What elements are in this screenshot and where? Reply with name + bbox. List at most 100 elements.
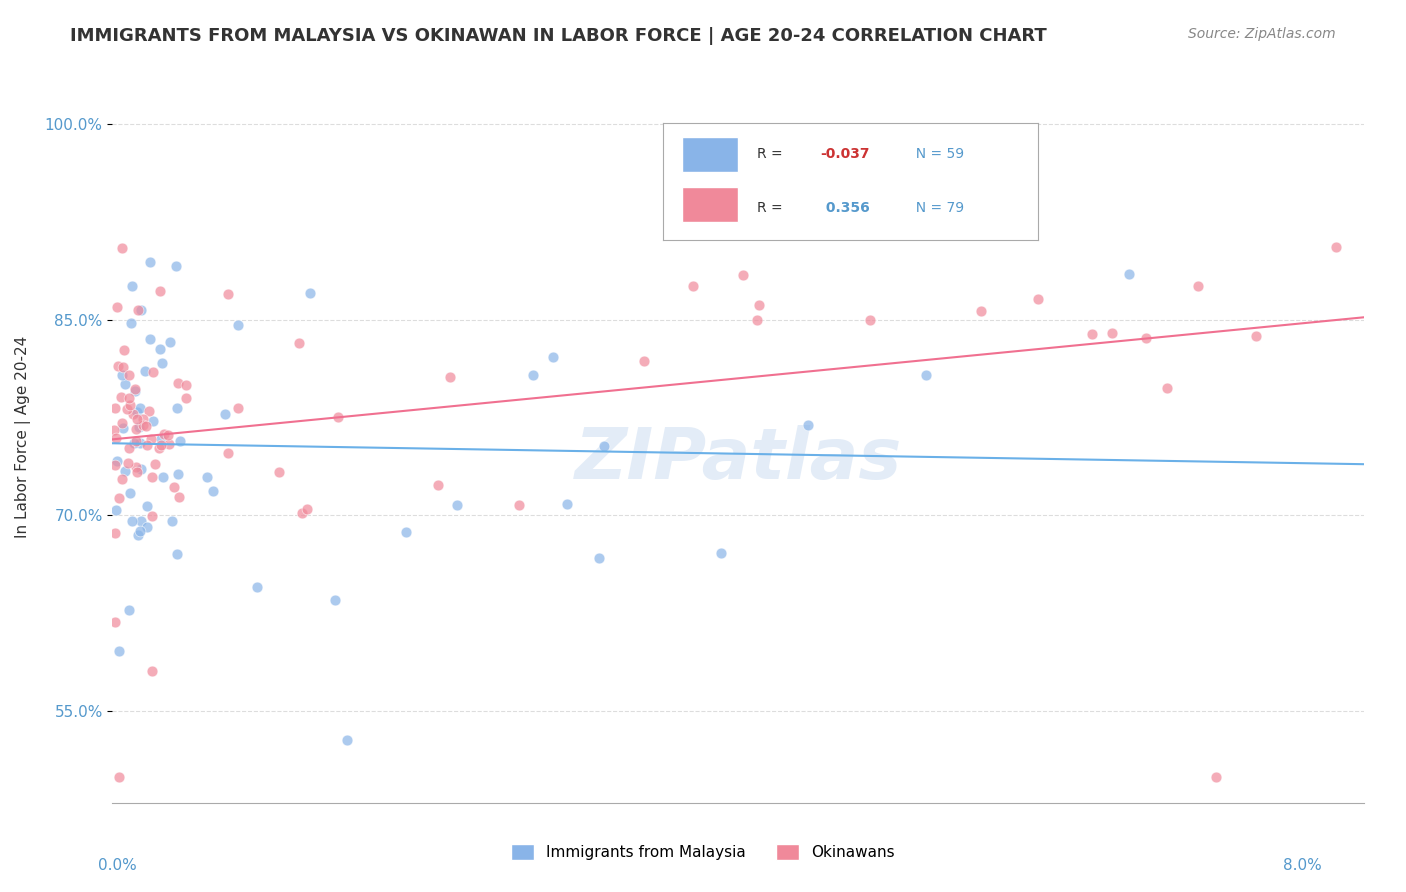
Point (217, 446, 239, 460)
Point (118, 603, 141, 617)
Point (104, 615, 127, 629)
Point (118, 398, 141, 412)
Point (118, 368, 141, 382)
Point (107, 300, 129, 314)
Point (114, 377, 136, 392)
Point (110, 390, 132, 404)
Point (104, 503, 127, 517)
Point (136, 499, 159, 513)
Point (336, 733, 359, 747)
Point (105, 453, 128, 467)
Point (555, 497, 578, 511)
Point (132, 412, 155, 426)
Point (129, 436, 152, 450)
Point (195, 470, 218, 484)
Point (915, 368, 938, 383)
Point (143, 457, 166, 471)
Point (202, 484, 225, 499)
Point (115, 402, 138, 417)
Point (124, 384, 146, 399)
Point (214, 407, 236, 421)
Point (136, 438, 159, 452)
Point (129, 303, 152, 318)
Point (132, 418, 155, 433)
Point (125, 412, 148, 426)
Point (439, 369, 461, 384)
Point (633, 353, 655, 368)
Point (160, 514, 183, 528)
Point (323, 592, 346, 607)
Point (150, 356, 173, 370)
Text: 0.0%: 0.0% (98, 858, 138, 872)
Point (118, 486, 141, 500)
Point (159, 335, 181, 350)
Point (166, 547, 188, 561)
Point (135, 520, 157, 534)
Point (114, 464, 136, 478)
Point (859, 312, 882, 326)
Point (1156, 381, 1178, 395)
Point (121, 514, 143, 528)
Point (426, 477, 449, 491)
Point (134, 364, 156, 378)
Point (1324, 240, 1347, 254)
Point (129, 401, 152, 415)
Point (153, 426, 176, 441)
Point (299, 285, 322, 300)
Point (217, 287, 239, 301)
Point (1246, 329, 1268, 343)
Point (1205, 770, 1227, 784)
Point (104, 525, 127, 540)
Point (166, 401, 188, 415)
Point (748, 298, 770, 312)
Point (291, 506, 314, 520)
Point (156, 428, 179, 442)
Point (122, 436, 145, 450)
Point (111, 416, 134, 430)
Point (295, 502, 318, 516)
Point (108, 770, 131, 784)
Point (446, 498, 468, 512)
Point (731, 268, 754, 282)
Point (1081, 327, 1104, 342)
Point (246, 580, 269, 594)
Point (139, 332, 162, 346)
Point (141, 664, 163, 678)
Point (226, 401, 249, 416)
Point (107, 359, 129, 374)
Point (149, 342, 172, 356)
Text: Source: ZipAtlas.com: Source: ZipAtlas.com (1188, 27, 1336, 41)
Point (108, 491, 131, 505)
Point (1101, 326, 1123, 340)
Point (141, 509, 163, 524)
Point (150, 438, 173, 452)
Point (122, 407, 145, 421)
Point (682, 279, 704, 293)
Point (226, 318, 249, 333)
Point (149, 284, 172, 298)
Point (104, 458, 127, 472)
Text: 8.0%: 8.0% (1282, 858, 1322, 872)
Point (139, 255, 162, 269)
Point (167, 490, 190, 504)
Point (127, 405, 149, 419)
Point (163, 480, 186, 494)
Point (288, 336, 311, 351)
Point (588, 550, 610, 565)
Text: ZIPatlas: ZIPatlas (575, 425, 901, 493)
Point (103, 423, 125, 437)
Point (111, 472, 134, 486)
Point (104, 401, 127, 415)
Point (176, 392, 198, 406)
Point (970, 304, 993, 318)
Point (508, 498, 530, 512)
Point (797, 418, 820, 433)
Point (128, 419, 150, 434)
Point (125, 422, 148, 436)
Point (111, 368, 134, 383)
Point (127, 302, 149, 317)
Point (152, 470, 174, 484)
Point (129, 524, 152, 539)
Point (150, 432, 173, 446)
Point (121, 279, 143, 293)
